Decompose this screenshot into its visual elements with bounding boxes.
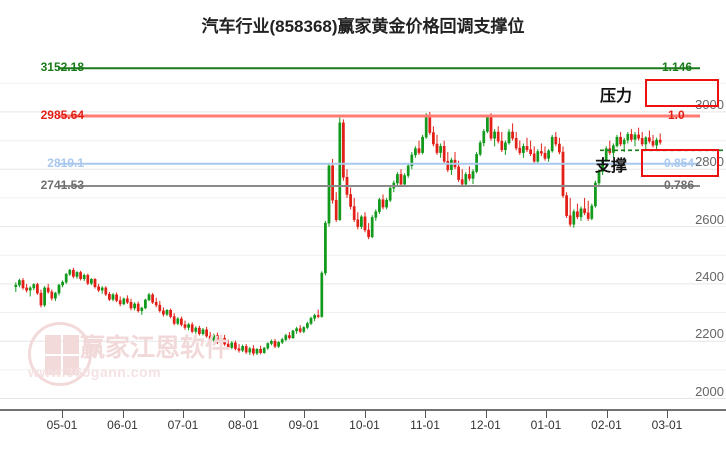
resistance-annotation: 压力 (600, 88, 633, 105)
x-axis-tick-07-01: 07-01 (167, 418, 199, 432)
y-axis-tick-2000: 2000 (695, 383, 724, 399)
x-axis-tick-06-01: 06-01 (107, 418, 138, 432)
x-axis-tickmark (183, 410, 184, 418)
x-axis-tickmark (485, 410, 487, 418)
x-axis-tick-01-01: 01-01 (530, 418, 562, 432)
fib-left-label-1_146: 3152.18 (40, 60, 84, 75)
y-axis-tick-2600: 2600 (695, 211, 724, 227)
page-title: 汽车行业(858368)赢家黄金价格回调支撑位 (201, 17, 525, 36)
x-axis-tickmark (546, 410, 547, 418)
resistance-highlight-box (645, 79, 719, 107)
y-axis-tick-2400: 2400 (695, 268, 724, 284)
fibonacci-lines-layer (58, 67, 726, 188)
x-axis-tickmark (667, 410, 668, 418)
x-axis-tick-12-01: 12-01 (470, 418, 501, 432)
plot-area (0, 46, 726, 411)
support-highlight-box (641, 149, 719, 177)
x-axis-tick-10-01: 10-01 (349, 418, 380, 432)
fib-left-label-0_786: 2741.53 (40, 178, 84, 192)
fib-right-label-1_146: 1.146 (662, 60, 693, 75)
x-axis-tickmark (62, 410, 63, 418)
gridlines-layer (0, 82, 726, 411)
x-axis-tick-03-01: 03-01 (651, 418, 683, 432)
candlestick-series (14, 111, 662, 356)
fib-left-label-0_854: 2819.1 (47, 155, 84, 170)
support-annotation: 支撑 (595, 158, 628, 175)
x-axis-tick-05-01: 05-01 (46, 418, 78, 432)
x-axis-tickmark (243, 410, 245, 418)
y-axis-tick-2200: 2200 (695, 326, 724, 342)
x-axis-tickmark (364, 410, 366, 418)
y-axis-tick-2800: 2800 (695, 154, 724, 170)
x-axis-tick-02-01: 02-01 (591, 418, 622, 432)
x-axis-tickmark (122, 410, 124, 418)
x-axis-tick-11-01: 11-01 (410, 418, 440, 432)
fib-right-label-0_786: 0.786 (664, 178, 695, 192)
fib-right-label-0_854: 0.854 (664, 155, 695, 170)
y-axis-tick-3000: 3000 (695, 96, 724, 112)
x-axis-tickmark (425, 410, 426, 418)
fib-right-label-1_0: 1.0 (668, 108, 685, 123)
fib-left-label-1_0: 2985.64 (40, 108, 84, 123)
x-axis-tick-08-01: 08-01 (228, 418, 259, 432)
x-axis-tick-09-01: 09-01 (288, 418, 320, 432)
x-axis-tickmark (304, 410, 305, 418)
x-axis-tickmark (606, 410, 608, 418)
